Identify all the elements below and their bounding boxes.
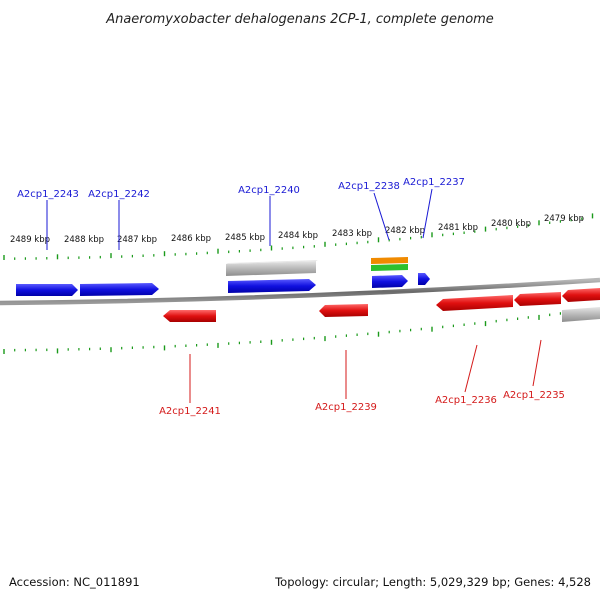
gene-arrow-reverse[interactable] — [514, 292, 561, 306]
genome-info-text: Topology: circular; Length: 5,029,329 bp… — [274, 575, 591, 589]
reverse-strand-features — [163, 288, 600, 322]
outer-tick-ruler — [3, 213, 594, 260]
kbp-label: 2483 kbp — [332, 229, 372, 239]
kbp-label: 2486 kbp — [171, 234, 211, 244]
kbp-label: 2487 kbp — [117, 235, 157, 245]
gene-arrow-reverse[interactable] — [319, 304, 368, 317]
gene-label[interactable]: A2cp1_2242 — [88, 189, 150, 200]
gene-arrow-forward[interactable] — [372, 275, 408, 288]
kbp-label: 2485 kbp — [225, 233, 265, 243]
coordinate-labels: 2489 kbp 2488 kbp 2487 kbp 2486 kbp 2485… — [10, 214, 584, 245]
green-feature[interactable] — [371, 264, 408, 271]
label-leader — [373, 192, 390, 241]
gene-label[interactable]: A2cp1_2239 — [315, 402, 377, 413]
label-leader — [464, 344, 478, 393]
gene-arrow-reverse[interactable] — [562, 288, 600, 302]
kbp-label: 2480 kbp — [491, 219, 531, 229]
gene-label[interactable]: A2cp1_2236 — [435, 395, 497, 406]
label-leader — [422, 188, 433, 239]
kbp-label: 2479 kbp — [544, 214, 584, 224]
reverse-gene-labels: A2cp1_2241 A2cp1_2239 A2cp1_2236 A2cp1_2… — [159, 339, 565, 417]
gene-arrow-reverse[interactable] — [436, 295, 513, 311]
kbp-label: 2489 kbp — [10, 235, 50, 245]
kbp-label: 2481 kbp — [438, 223, 478, 233]
gene-arrow-reverse[interactable] — [163, 310, 216, 322]
gray-feature[interactable] — [562, 307, 600, 322]
kbp-label: 2484 kbp — [278, 231, 318, 241]
gene-label[interactable]: A2cp1_2241 — [159, 406, 221, 417]
inner-tick-ruler — [3, 308, 594, 354]
gene-arrow-forward[interactable] — [418, 273, 430, 285]
gene-arrow-forward[interactable] — [16, 284, 78, 296]
kbp-label: 2488 kbp — [64, 235, 104, 245]
gene-label[interactable]: A2cp1_2243 — [17, 189, 79, 200]
genome-backbone — [0, 277, 600, 306]
gene-label[interactable]: A2cp1_2240 — [238, 185, 300, 196]
gray-feature-shadow — [226, 260, 318, 264]
forward-strand-features — [16, 257, 430, 296]
gene-arrow-forward[interactable] — [228, 279, 316, 293]
gene-arrow-forward[interactable] — [80, 283, 159, 296]
gene-label[interactable]: A2cp1_2237 — [403, 177, 465, 188]
orange-feature[interactable] — [371, 257, 408, 264]
gene-label[interactable]: A2cp1_2235 — [503, 390, 565, 401]
forward-gene-labels: A2cp1_2243 A2cp1_2242 A2cp1_2240 A2cp1_2… — [17, 177, 465, 250]
kbp-label: 2482 kbp — [385, 226, 425, 236]
map-title: Anaeromyxobacter dehalogenans 2CP-1, com… — [105, 12, 494, 27]
label-leader — [532, 339, 542, 387]
accession-text: Accession: NC_011891 — [9, 575, 140, 589]
gene-label[interactable]: A2cp1_2238 — [338, 181, 400, 192]
gray-feature[interactable] — [226, 261, 316, 276]
